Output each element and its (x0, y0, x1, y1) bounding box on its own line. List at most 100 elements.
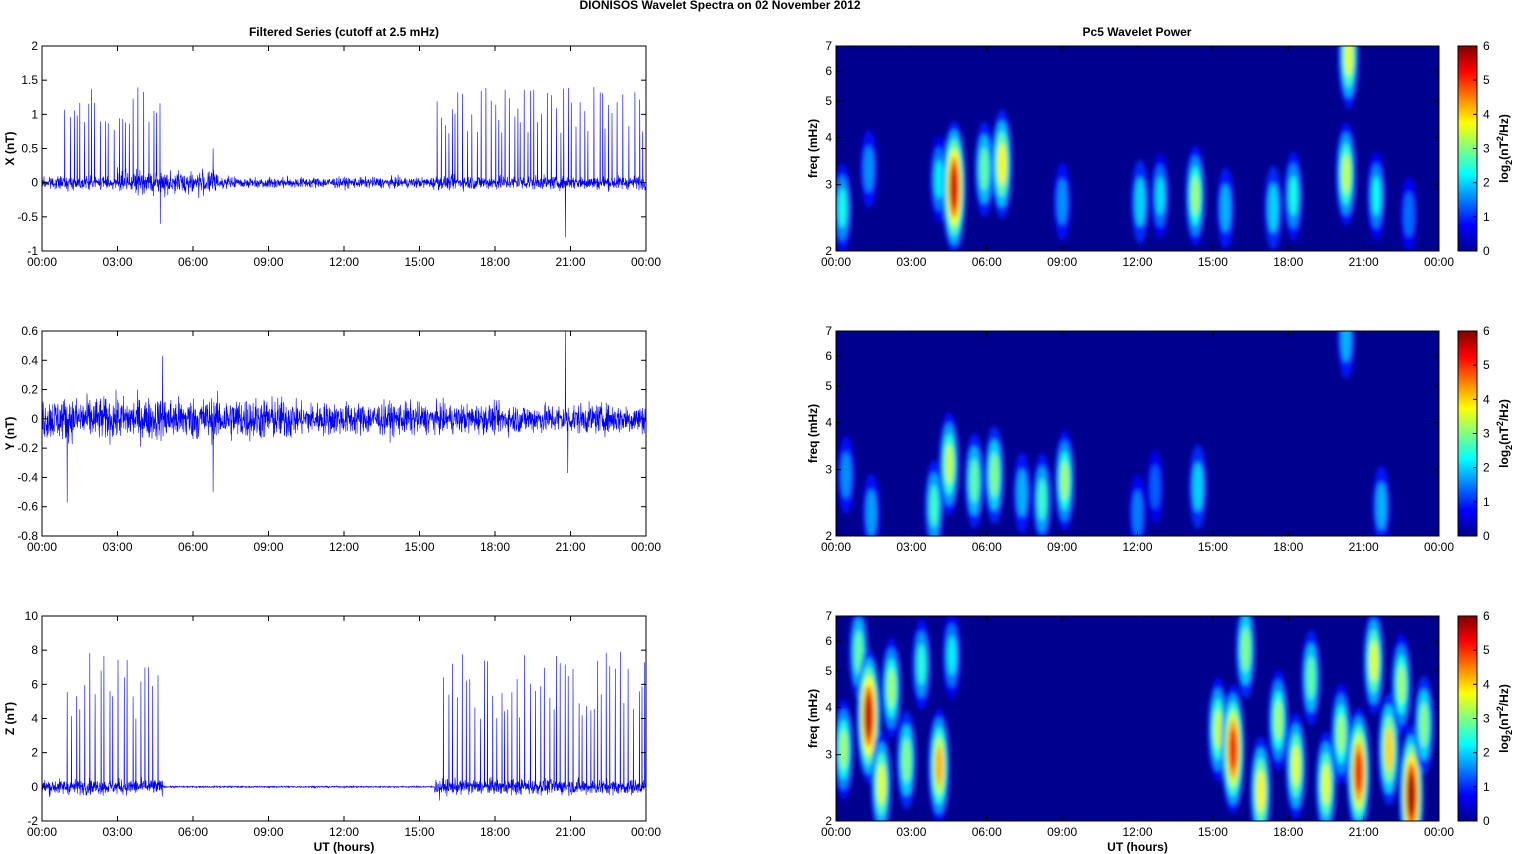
x-wavelet-power-blobs (836, 46, 1418, 251)
y-series-xtick-label: 06:00 (178, 540, 208, 554)
y-series-ylabel: Y (nT) (3, 417, 17, 451)
x-wavelet-ytick-label: 6 (825, 64, 832, 78)
x-wavelet-xtick-label: 21:00 (1349, 255, 1379, 269)
y-series-ytick-label: -0.8 (17, 529, 38, 543)
z-wavelet-blob-0-core-3 (839, 729, 848, 769)
x-series-ylabel: X (nT) (3, 132, 17, 166)
y-wavelet-ytick-label: 7 (825, 324, 832, 338)
x-wavelet-xtick-label: 06:00 (972, 255, 1002, 269)
y-series-ytick-label: -0.2 (17, 441, 38, 455)
y-series-xtick-label: 15:00 (404, 540, 434, 554)
y-series-trace (41, 330, 646, 503)
z-wavelet-blob-23-core-2 (1419, 702, 1429, 747)
x-wavelet-blob-10-core-1 (1220, 184, 1231, 233)
x-wavelet-ylabel: freq (mHz) (806, 119, 820, 178)
x-wavelet-ytick-label: 3 (825, 178, 832, 192)
y-wavelet-colorbar-tick-label: 4 (1483, 392, 1490, 406)
z-series-ylabel: Z (nT) (3, 702, 17, 735)
z-series-xtick-label: 00:00 (27, 825, 57, 839)
z-series-xtick-label: 06:00 (178, 825, 208, 839)
z-wavelet-xtick-label: 12:00 (1122, 825, 1152, 839)
z-wavelet-colorbar-tick-label: 1 (1483, 780, 1490, 794)
z-wavelet-xtick-label: 06:00 (972, 825, 1002, 839)
y-wavelet-blob-11-core-1 (1192, 462, 1204, 512)
y-wavelet-xtick-label: 00:00 (1424, 540, 1454, 554)
y-wavelet-ylabel: freq (mHz) (806, 404, 820, 463)
y-wavelet-blob-2-core-2 (929, 485, 939, 528)
y-wavelet-xtick-label: 03:00 (896, 540, 926, 554)
z-series-ytick-label: -2 (27, 814, 38, 828)
x-wavelet-xtick-label: 18:00 (1273, 255, 1303, 269)
x-wavelet-colorbar-tick-label: 6 (1483, 39, 1490, 53)
y-wavelet-blob-5-core-2 (989, 453, 999, 498)
y-wavelet-blob-1-core-1 (866, 489, 877, 536)
z-wavelet-ytick-label: 5 (825, 664, 832, 678)
z-series-xtick-label: 12:00 (329, 825, 359, 839)
z-wavelet-blob-21-core-3 (1397, 665, 1406, 705)
z-wavelet-xtick-label: 18:00 (1273, 825, 1303, 839)
x-wavelet-blob-16-core-1 (1403, 192, 1414, 237)
z-wavelet-ytick-label: 6 (825, 634, 832, 648)
x-wavelet-blob-8-core-2 (1156, 176, 1165, 216)
y-wavelet-xtick-label: 00:00 (821, 540, 851, 554)
x-wavelet-blob-1-core-1 (863, 146, 874, 193)
y-series-ytick-label: -0.4 (17, 470, 38, 484)
x-wavelet-blob-12-core-2 (1289, 175, 1298, 217)
x-series-ytick-label: 1.5 (21, 73, 38, 87)
x-series-axes-background (42, 46, 646, 251)
x-wavelet-ytick-label: 2 (825, 244, 832, 258)
x-series-xtick-label: 00:00 (631, 255, 661, 269)
x-wavelet-xtick-label: 12:00 (1122, 255, 1152, 269)
x-series-xtick-label: 15:00 (404, 255, 434, 269)
y-wavelet-ytick-label: 3 (825, 463, 832, 477)
z-wavelet-xtick-label: 03:00 (896, 825, 926, 839)
x-wavelet-xtick-label: 00:00 (1424, 255, 1454, 269)
z-wavelet-blob-14-core-3 (1291, 745, 1300, 787)
x-wavelet-blob-6-core-1 (1057, 178, 1068, 225)
y-wavelet-ytick-label: 4 (825, 416, 832, 430)
x-wavelet-ytick-label: 5 (825, 94, 832, 108)
y-series-xtick-label: 21:00 (555, 540, 585, 554)
x-wavelet-blob-11-core-1 (1268, 183, 1279, 233)
y-series-ytick-label: 0 (31, 412, 38, 426)
y-wavelet-blob-3-core-3 (945, 444, 953, 485)
z-wavelet-panel: 2 3 4 5 6 7 00:00 03:00 06:00 09:00 12:00 15:00 18:0… (806, 609, 1514, 854)
y-wavelet-xtick-label: 15:00 (1198, 540, 1228, 554)
z-series-xtick-label: 00:00 (631, 825, 661, 839)
y-series-xtick-label: 18:00 (480, 540, 510, 554)
x-wavelet-blob-4-core-2 (979, 147, 989, 191)
x-wavelet-blob-9-core-3 (1191, 176, 1200, 216)
z-wavelet-colorbar-tick-label: 2 (1483, 746, 1490, 760)
x-wavelet-ytick-label: 4 (825, 131, 832, 145)
y-series-ytick-label: 0.4 (21, 353, 38, 367)
y-wavelet-colorbar-tick-label: 0 (1483, 529, 1490, 543)
y-wavelet-xtick-label: 12:00 (1122, 540, 1152, 554)
z-wavelet-blob-20-core-3 (1384, 727, 1393, 771)
y-wavelet-xtick-label: 21:00 (1349, 540, 1379, 554)
y-wavelet-blob-4-core-2 (969, 459, 979, 503)
x-series-ytick-label: -0.5 (17, 210, 38, 224)
z-wavelet-blob-1-core-2 (854, 630, 863, 675)
x-wavelet-blob-2-core-2 (934, 159, 944, 199)
y-wavelet-colorbar-tick-label: 1 (1483, 495, 1490, 509)
z-wavelet-power-blobs (836, 616, 1434, 821)
y-wavelet-xtick-label: 18:00 (1273, 540, 1303, 554)
z-wavelet-blob-18-core-5 (1354, 751, 1363, 793)
x-wavelet-blob-3-core-5 (950, 166, 958, 209)
y-series-xtick-label: 03:00 (102, 540, 132, 554)
y-series-xtick-label: 00:00 (631, 540, 661, 554)
x-wavelet-colorbar-tick-label: 3 (1483, 142, 1490, 156)
z-wavelet-colorbar-tick-label: 0 (1483, 814, 1490, 828)
x-series-xtick-label: 18:00 (480, 255, 510, 269)
z-wavelet-blob-17-core-3 (1337, 714, 1345, 754)
z-wavelet-blob-16-core-3 (1322, 764, 1330, 805)
x-wavelet-blob-14-core-3 (1344, 46, 1353, 77)
x-series-ytick-label: -1 (27, 244, 38, 258)
y-series-ytick-label: 0.2 (21, 383, 38, 397)
y-series-xtick-label: 00:00 (27, 540, 57, 554)
y-wavelet-colorbar-tick-label: 3 (1483, 427, 1490, 441)
x-wavelet-blob-15-core-2 (1372, 175, 1381, 216)
x-wavelet-blob-0-core-2 (838, 187, 847, 229)
x-series-trace (41, 87, 646, 238)
y-wavelet-blob-10-core-1 (1150, 465, 1160, 509)
